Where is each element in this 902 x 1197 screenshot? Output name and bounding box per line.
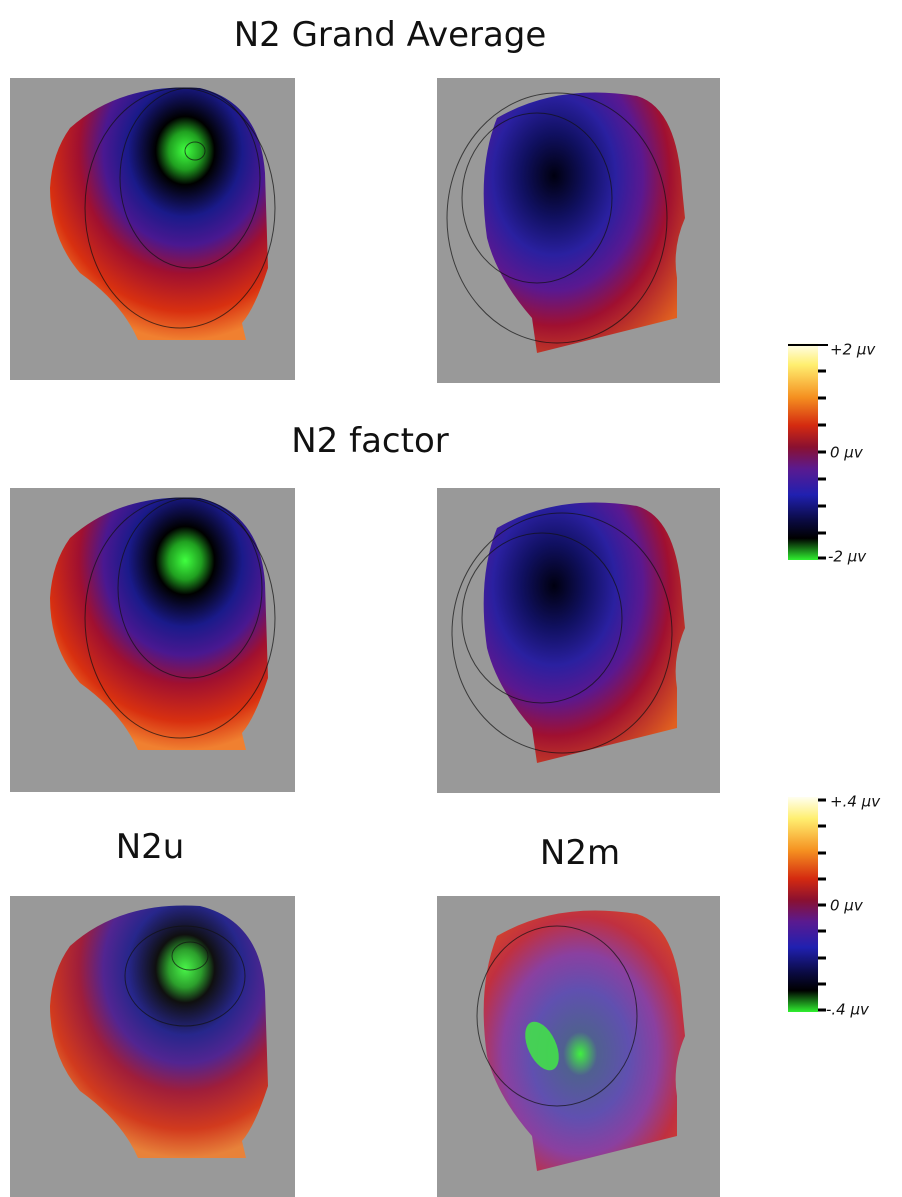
colorbar-label: +2 μv	[830, 341, 876, 359]
colorbar-label: -.4 μv	[826, 1001, 870, 1019]
colorbar: +.4 μv 0 μv -.4 μv	[788, 793, 881, 1019]
colorbar-label: 0 μv	[830, 444, 864, 462]
head-panel	[437, 896, 720, 1197]
head-panel	[10, 896, 295, 1197]
colorbar-label: -2 μv	[828, 548, 867, 566]
head-panel	[10, 78, 295, 380]
title: N2 Grand Average	[234, 15, 547, 55]
title: N2u	[116, 827, 185, 867]
head-panel	[437, 488, 720, 793]
head-panel	[10, 488, 295, 792]
title: N2 factor	[291, 421, 449, 461]
colorbar-label: +.4 μv	[830, 793, 881, 811]
colorbar: +2 μv 0 μv -2 μv	[788, 341, 876, 566]
colorbar-label: 0 μv	[830, 897, 864, 915]
head-panel	[437, 78, 720, 383]
title: N2m	[540, 833, 620, 873]
